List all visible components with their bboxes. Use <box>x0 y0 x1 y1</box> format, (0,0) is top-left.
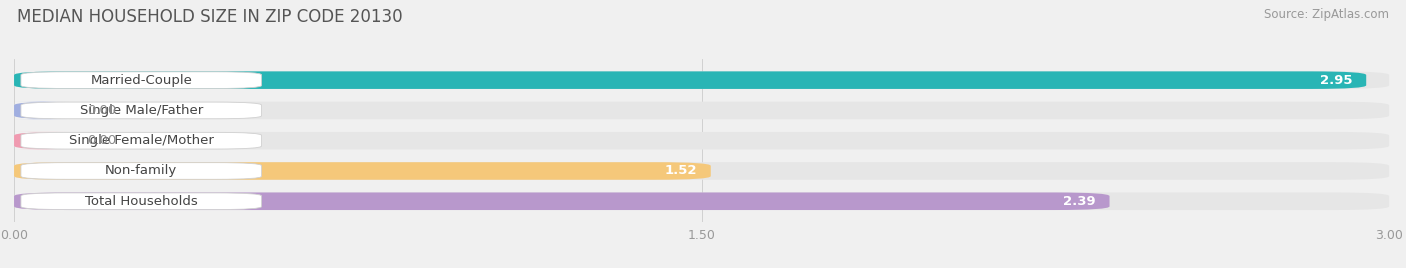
Text: Single Male/Father: Single Male/Father <box>80 104 202 117</box>
FancyBboxPatch shape <box>14 162 1389 180</box>
Text: 0.00: 0.00 <box>87 134 117 147</box>
FancyBboxPatch shape <box>14 132 69 150</box>
Text: Total Households: Total Households <box>84 195 198 208</box>
Text: Source: ZipAtlas.com: Source: ZipAtlas.com <box>1264 8 1389 21</box>
FancyBboxPatch shape <box>14 71 1367 89</box>
FancyBboxPatch shape <box>14 132 1389 150</box>
FancyBboxPatch shape <box>14 71 1389 89</box>
Text: Non-family: Non-family <box>105 165 177 177</box>
FancyBboxPatch shape <box>21 132 262 149</box>
FancyBboxPatch shape <box>14 162 711 180</box>
FancyBboxPatch shape <box>14 192 1389 210</box>
FancyBboxPatch shape <box>14 192 1109 210</box>
FancyBboxPatch shape <box>14 102 69 119</box>
FancyBboxPatch shape <box>21 72 262 88</box>
Text: 2.95: 2.95 <box>1320 74 1353 87</box>
Text: 2.39: 2.39 <box>1063 195 1095 208</box>
Text: Married-Couple: Married-Couple <box>90 74 193 87</box>
Text: Single Female/Mother: Single Female/Mother <box>69 134 214 147</box>
FancyBboxPatch shape <box>14 102 1389 119</box>
FancyBboxPatch shape <box>21 102 262 119</box>
Text: 1.52: 1.52 <box>665 165 697 177</box>
FancyBboxPatch shape <box>21 163 262 179</box>
Text: MEDIAN HOUSEHOLD SIZE IN ZIP CODE 20130: MEDIAN HOUSEHOLD SIZE IN ZIP CODE 20130 <box>17 8 402 26</box>
Text: 0.00: 0.00 <box>87 104 117 117</box>
FancyBboxPatch shape <box>21 193 262 210</box>
